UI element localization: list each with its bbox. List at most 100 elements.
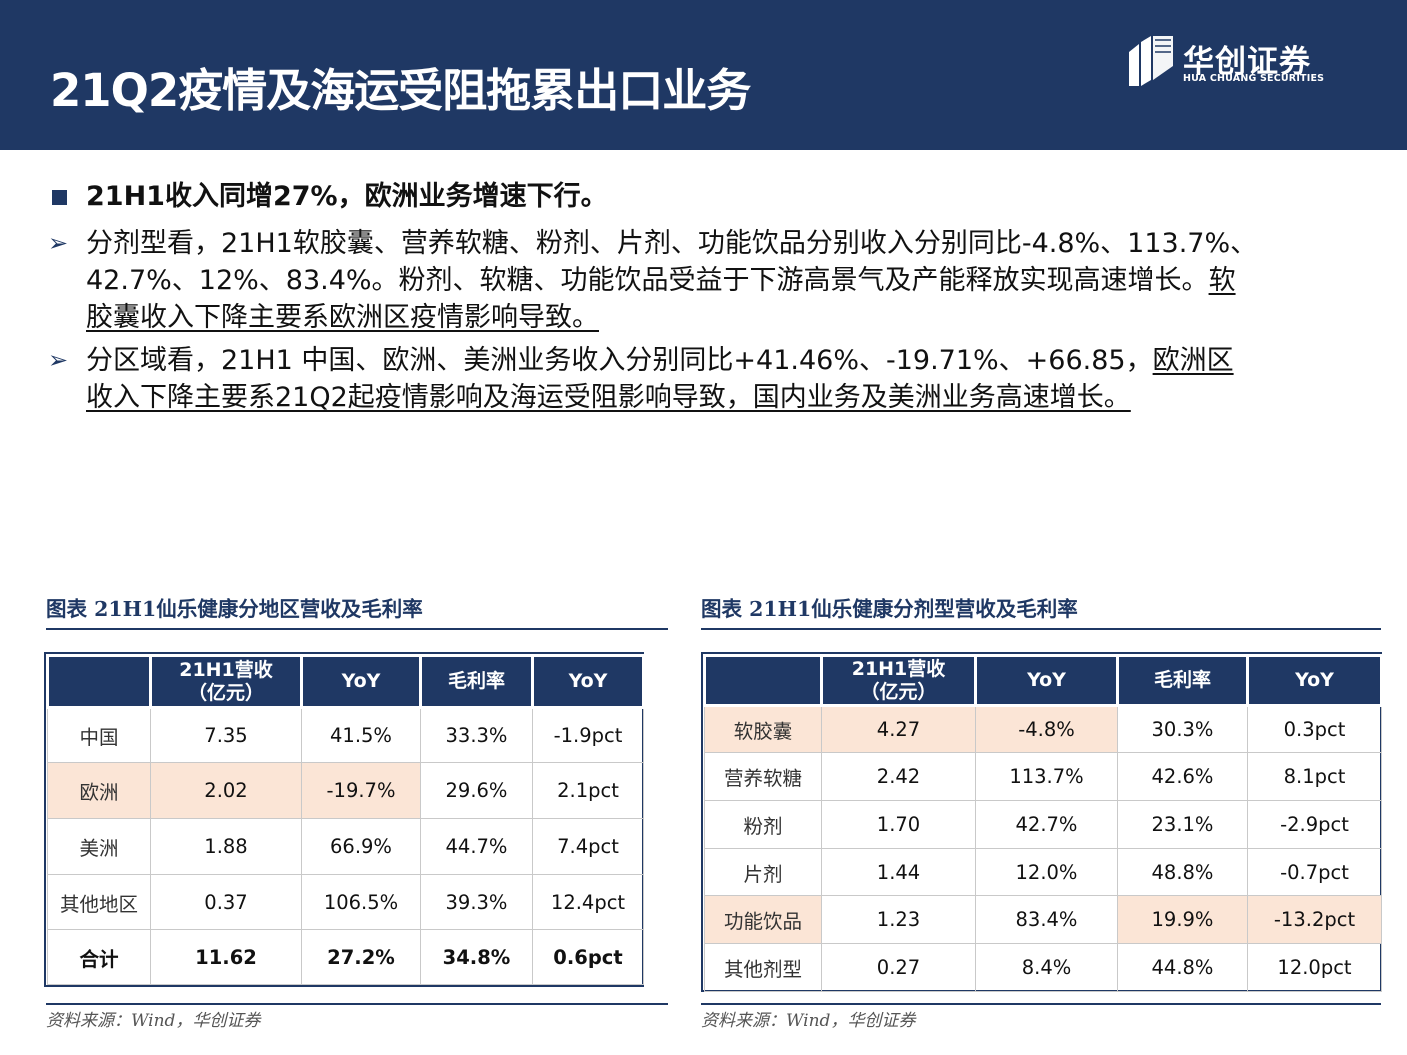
cell-margin-yoy: 12.0pct: [1247, 943, 1382, 992]
sub-bullet-2-line1-text: 分区域看，21H1 中国、欧洲、美洲业务收入分别同比+41.46%、-19.71…: [86, 345, 1153, 376]
cell-margin: 48.8%: [1117, 848, 1248, 896]
cell-margin: 33.3%: [420, 707, 533, 763]
cell-revenue: 11.62: [150, 929, 302, 985]
header-cell-margin: 毛利率: [419, 654, 534, 709]
header-cell-blank: [46, 654, 152, 709]
cell-yoy: 12.0%: [975, 848, 1118, 896]
logo-text-cn: 华创证券: [1183, 44, 1311, 80]
cell-margin: 34.8%: [420, 929, 533, 985]
cell-margin-yoy: 8.1pct: [1247, 752, 1382, 801]
cell-yoy: 42.7%: [975, 800, 1118, 849]
cell-margin-yoy: -0.7pct: [1247, 848, 1382, 896]
row-label: 其他地区: [47, 874, 151, 930]
header-cell-revenue: 21H1营收 （亿元）: [820, 654, 977, 707]
cell-margin-yoy: 7.4pct: [532, 818, 644, 875]
square-bullet-icon: [52, 190, 67, 205]
cell-margin: 19.9%: [1117, 895, 1248, 944]
cell-margin-yoy: -2.9pct: [1247, 800, 1382, 849]
cell-margin-yoy: 0.6pct: [532, 929, 644, 985]
cell-yoy: -19.7%: [301, 762, 421, 819]
cell-margin: 23.1%: [1117, 800, 1248, 849]
company-logo: 华创证券 HUA CHUANG SECURITIES: [1125, 36, 1335, 92]
cell-revenue: 0.27: [821, 943, 976, 992]
right-source-note: 资料来源：Wind，华创证券: [701, 1011, 916, 1031]
header-cell-margin: 毛利率: [1116, 654, 1249, 707]
cell-yoy: 66.9%: [301, 818, 421, 875]
header-cell-yoy: YoY: [300, 654, 422, 709]
arrow-bullet-icon: ➢: [48, 229, 69, 257]
table-row: 其他地区 0.37 106.5% 39.3% 12.4pct: [47, 874, 644, 930]
cell-yoy: 106.5%: [301, 874, 421, 930]
row-label: 中国: [47, 707, 151, 763]
table-row: 功能饮品 1.23 83.4% 19.9% -13.2pct: [704, 895, 1382, 944]
cell-margin: 44.8%: [1117, 943, 1248, 992]
cell-margin: 30.3%: [1117, 705, 1248, 753]
sub-bullet-2-line1-underlined: 欧洲区: [1152, 345, 1234, 376]
arrow-bullet-icon: ➢: [48, 346, 69, 374]
table-header-row: 21H1营收 （亿元） YoY 毛利率 YoY: [703, 654, 1383, 707]
cell-yoy: 83.4%: [975, 895, 1118, 944]
row-label: 其他剂型: [704, 943, 822, 992]
logo-mark-icon: [1129, 36, 1173, 86]
cell-revenue: 1.88: [150, 818, 302, 875]
row-label: 合计: [47, 929, 151, 985]
dosage-revenue-table: 21H1营收 （亿元） YoY 毛利率 YoY 软胶囊 4.27 -4.8% 30…: [703, 654, 1383, 992]
cell-revenue: 0.37: [150, 874, 302, 930]
row-label: 软胶囊: [704, 705, 822, 753]
sub-bullet-2: ➢ 分区域看，21H1 中国、欧洲、美洲业务收入分别同比+41.46%、-19.…: [48, 342, 1368, 416]
cell-margin: 39.3%: [420, 874, 533, 930]
table-row: 其他剂型 0.27 8.4% 44.8% 12.0pct: [704, 943, 1382, 992]
header-cell-blank: [703, 654, 823, 707]
cell-revenue: 2.02: [150, 762, 302, 819]
header-cell-yoy: YoY: [974, 654, 1119, 707]
region-revenue-table: 21H1营收 （亿元） YoY 毛利率 YoY 中国 7.35 41.5% 33.…: [46, 654, 645, 985]
cell-yoy: 27.2%: [301, 929, 421, 985]
row-label: 粉剂: [704, 800, 822, 849]
row-label: 欧洲: [47, 762, 151, 819]
header-banner: 21Q2疫情及海运受阻拖累出口业务 华创证券 HUA CHUANG SECURI…: [0, 0, 1407, 150]
page-title: 21Q2疫情及海运受阻拖累出口业务: [50, 64, 751, 117]
cell-revenue: 2.42: [821, 752, 976, 801]
left-table-caption: 图表 21H1仙乐健康分地区营收及毛利率: [46, 597, 423, 621]
cell-yoy: -4.8%: [975, 705, 1118, 753]
left-source-rule: [46, 1003, 668, 1005]
table-row: 美洲 1.88 66.9% 44.7% 7.4pct: [47, 818, 644, 875]
cell-revenue: 1.44: [821, 848, 976, 896]
cell-margin: 42.6%: [1117, 752, 1248, 801]
cell-margin-yoy: 12.4pct: [532, 874, 644, 930]
table-row: 片剂 1.44 12.0% 48.8% -0.7pct: [704, 848, 1382, 896]
row-label: 美洲: [47, 818, 151, 875]
sub-bullet-1-line1: 分剂型看，21H1软胶囊、营养软糖、粉剂、片剂、功能饮品分别收入分别同比-4.8…: [86, 228, 1258, 259]
table-total-row: 合计 11.62 27.2% 34.8% 0.6pct: [47, 929, 644, 985]
table-row: 软胶囊 4.27 -4.8% 30.3% 0.3pct: [704, 705, 1382, 753]
row-label: 片剂: [704, 848, 822, 896]
row-label: 功能饮品: [704, 895, 822, 944]
left-source-note: 资料来源：Wind，华创证券: [46, 1011, 261, 1031]
cell-margin: 29.6%: [420, 762, 533, 819]
table-header-row: 21H1营收 （亿元） YoY 毛利率 YoY: [46, 654, 645, 709]
sub-bullet-1-line3: 胶囊收入下降主要系欧洲区疫情影响导致。: [86, 302, 599, 333]
cell-revenue: 7.35: [150, 707, 302, 763]
main-bullet-text: 21H1收入同增27%，欧洲业务增速下行。: [86, 181, 608, 212]
sub-bullet-1: ➢ 分剂型看，21H1软胶囊、营养软糖、粉剂、片剂、功能饮品分别收入分别同比-4…: [48, 225, 1368, 336]
cell-yoy: 41.5%: [301, 707, 421, 763]
row-label: 营养软糖: [704, 752, 822, 801]
bullet-section: 21H1收入同增27%，欧洲业务增速下行。 ➢ 分剂型看，21H1软胶囊、营养软…: [48, 175, 1368, 416]
cell-revenue: 1.23: [821, 895, 976, 944]
right-table-caption: 图表 21H1仙乐健康分剂型营收及毛利率: [701, 597, 1078, 621]
right-caption-rule: [701, 628, 1381, 630]
cell-revenue: 1.70: [821, 800, 976, 849]
logo-text-en: HUA CHUANG SECURITIES: [1183, 73, 1325, 84]
sub-bullet-1-line2-text: 42.7%、12%、83.4%。粉剂、软糖、功能饮品受益于下游高景气及产能释放实…: [86, 265, 1209, 296]
table-row: 欧洲 2.02 -19.7% 29.6% 2.1pct: [47, 762, 644, 819]
table-row: 营养软糖 2.42 113.7% 42.6% 8.1pct: [704, 752, 1382, 801]
cell-margin-yoy: -13.2pct: [1247, 895, 1382, 944]
cell-margin: 44.7%: [420, 818, 533, 875]
sub-bullet-1-line2: 42.7%、12%、83.4%。粉剂、软糖、功能饮品受益于下游高景气及产能释放实…: [86, 262, 1368, 299]
sub-bullet-1-line2-underlined: 软: [1208, 265, 1236, 296]
cell-yoy: 113.7%: [975, 752, 1118, 801]
cell-margin-yoy: 0.3pct: [1247, 705, 1382, 753]
header-cell-revenue: 21H1营收 （亿元）: [149, 654, 303, 709]
cell-revenue: 4.27: [821, 705, 976, 753]
left-caption-rule: [46, 628, 668, 630]
